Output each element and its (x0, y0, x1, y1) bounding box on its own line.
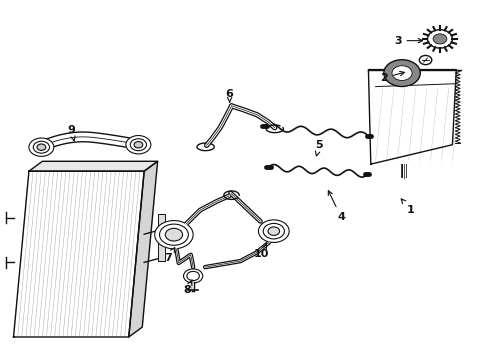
Text: 2: 2 (380, 71, 404, 83)
Text: 6: 6 (226, 89, 234, 102)
Circle shape (263, 224, 284, 239)
Text: 8: 8 (183, 280, 192, 295)
Circle shape (126, 136, 151, 154)
Circle shape (160, 224, 188, 245)
Circle shape (384, 60, 420, 86)
Polygon shape (14, 171, 144, 337)
FancyBboxPatch shape (158, 242, 165, 261)
Circle shape (165, 228, 183, 241)
Polygon shape (368, 69, 456, 164)
Text: 1: 1 (401, 199, 415, 215)
Text: 4: 4 (328, 191, 345, 222)
Text: 10: 10 (254, 244, 270, 259)
Text: 3: 3 (394, 36, 422, 46)
Circle shape (184, 269, 203, 283)
Polygon shape (29, 161, 158, 171)
Text: 5: 5 (316, 140, 323, 156)
Circle shape (258, 220, 289, 242)
Circle shape (419, 55, 432, 65)
Circle shape (187, 271, 199, 280)
Circle shape (37, 144, 46, 150)
Circle shape (33, 141, 49, 153)
Circle shape (427, 30, 452, 48)
Circle shape (155, 221, 193, 249)
Circle shape (130, 139, 147, 151)
Circle shape (392, 66, 412, 81)
Polygon shape (129, 161, 158, 337)
Circle shape (29, 138, 54, 156)
Circle shape (433, 34, 447, 44)
Text: 9: 9 (67, 125, 75, 141)
FancyBboxPatch shape (158, 214, 165, 233)
Circle shape (268, 227, 280, 235)
Circle shape (134, 141, 143, 148)
Text: 7: 7 (164, 248, 175, 263)
